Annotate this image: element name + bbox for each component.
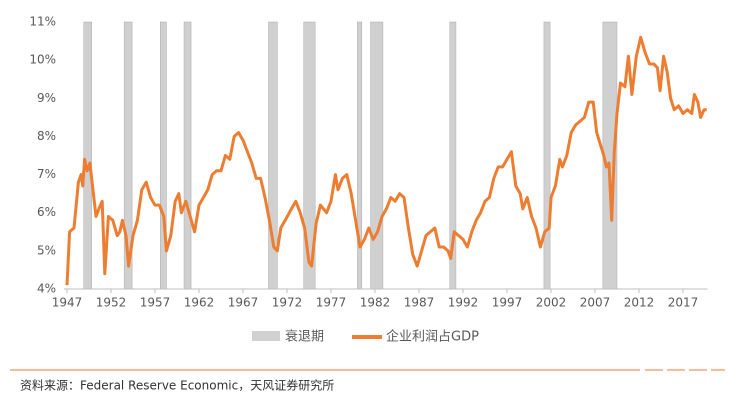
recession-band	[183, 21, 192, 290]
legend-label: 企业利润占GDP	[386, 329, 479, 345]
source: 资料来源：Federal Reserve Economic，天风证券研究所	[20, 378, 334, 393]
recession-band	[543, 21, 551, 290]
x-tick-label: 1972	[272, 296, 303, 310]
recession-band	[370, 21, 384, 290]
y-tick-label: 5%	[37, 243, 56, 257]
y-tick-label: 7%	[37, 167, 56, 181]
y-tick-label: 4%	[37, 282, 56, 296]
x-tick-label: 1962	[184, 296, 215, 310]
legend-label: 衰退期	[285, 329, 324, 345]
y-tick-label: 8%	[37, 129, 56, 143]
profit-line	[65, 35, 707, 286]
y-tick-label: 9%	[37, 91, 56, 105]
x-tick-label: 1952	[96, 296, 127, 310]
x-tick-label: 1947	[52, 296, 83, 310]
legend-swatch	[252, 331, 280, 341]
x-tick-label: 1977	[316, 296, 347, 310]
recession-band	[357, 21, 363, 290]
x-tick-label: 1997	[492, 296, 523, 310]
x-tick-label: 1987	[404, 296, 435, 310]
y-tick-label: 11%	[29, 15, 56, 29]
y-tick-label: 6%	[37, 205, 56, 219]
x-tick-label: 2012	[624, 296, 655, 310]
x-tick-label: 2002	[536, 296, 567, 310]
x-tick-label: 1967	[228, 296, 259, 310]
x-tick-label: 2007	[580, 296, 611, 310]
y-tick-label: 10%	[29, 53, 56, 67]
x-tick-label: 2017	[668, 296, 699, 310]
x-tick-label: 1992	[448, 296, 479, 310]
x-tick-label: 1982	[360, 296, 391, 310]
x-tick-label: 1957	[140, 296, 171, 310]
recession-band	[83, 21, 92, 290]
